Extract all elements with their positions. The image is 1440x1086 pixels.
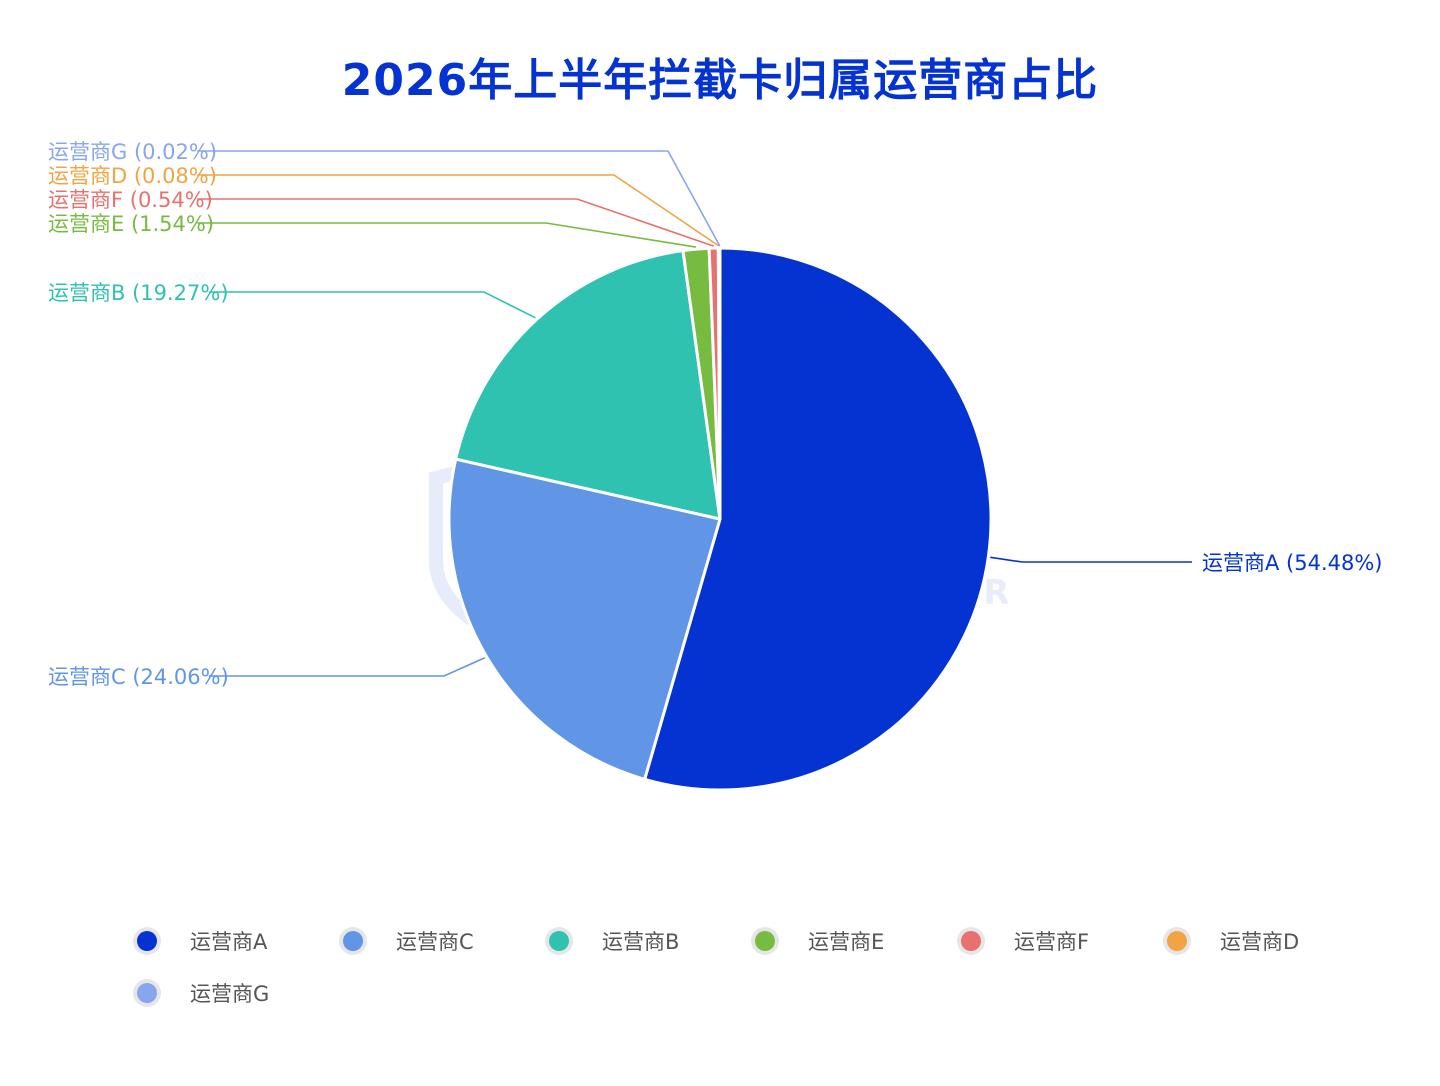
leader-line-运营商F [197,198,714,247]
legend-item-运营商A[interactable]: 运营商A [130,928,336,954]
slice-label-运营商A: 运营商A (54.48%) [1202,551,1383,575]
legend-label: 运营商D [1220,930,1300,954]
legend-marker [961,931,981,951]
legend-label: 运营商E [808,930,885,954]
slice-label-运营商E: 运营商E (1.54%) [48,212,214,236]
slice-label-运营商G: 运营商G (0.02%) [48,140,217,164]
legend: 运营商A 运营商C 运营商B 运营商E 运营商F 运营商D 运营商G [130,928,1370,1006]
legend-item-运营商E[interactable]: 运营商E [748,928,954,954]
legend-marker [343,931,363,951]
legend-item-运营商C[interactable]: 运营商C [336,928,542,954]
chart-title: 2026年上半年拦截卡归属运营商占比 [341,55,1099,106]
pie-slice-运营商B[interactable] [454,249,722,521]
legend-marker [549,931,569,951]
legend-item-运营商B[interactable]: 运营商B [542,928,748,954]
leader-line-运营商A [990,556,1192,563]
legend-label: 运营商G [190,982,270,1006]
legend-marker [137,983,157,1003]
legend-label: 运营商A [190,930,268,954]
leader-line-运营商C [208,656,486,677]
legend-marker [1167,931,1187,951]
legend-marker [137,931,157,951]
pie-slice-运营商A[interactable] [643,246,993,792]
legend-item-运营商F[interactable]: 运营商F [954,928,1160,954]
leader-line-运营商B [208,291,536,319]
slice-label-运营商B: 运营商B (19.27%) [48,281,229,305]
legend-label: 运营商C [396,930,474,954]
slice-label-运营商F: 运营商F (0.54%) [48,188,213,212]
pie-slice-运营商C[interactable] [447,457,722,781]
slice-label-运营商C: 运营商C (24.06%) [48,665,229,689]
legend-marker [755,931,775,951]
leader-line-运营商D [197,174,720,247]
leader-line-运营商G [197,150,721,247]
slice-label-运营商D: 运营商D (0.08%) [48,164,217,188]
legend-item-运营商G[interactable]: 运营商G [130,980,336,1006]
leader-line-运营商E [197,222,696,248]
legend-item-运营商D[interactable]: 运营商D [1160,928,1366,954]
legend-label: 运营商F [1014,930,1090,954]
legend-label: 运营商B [602,930,680,954]
